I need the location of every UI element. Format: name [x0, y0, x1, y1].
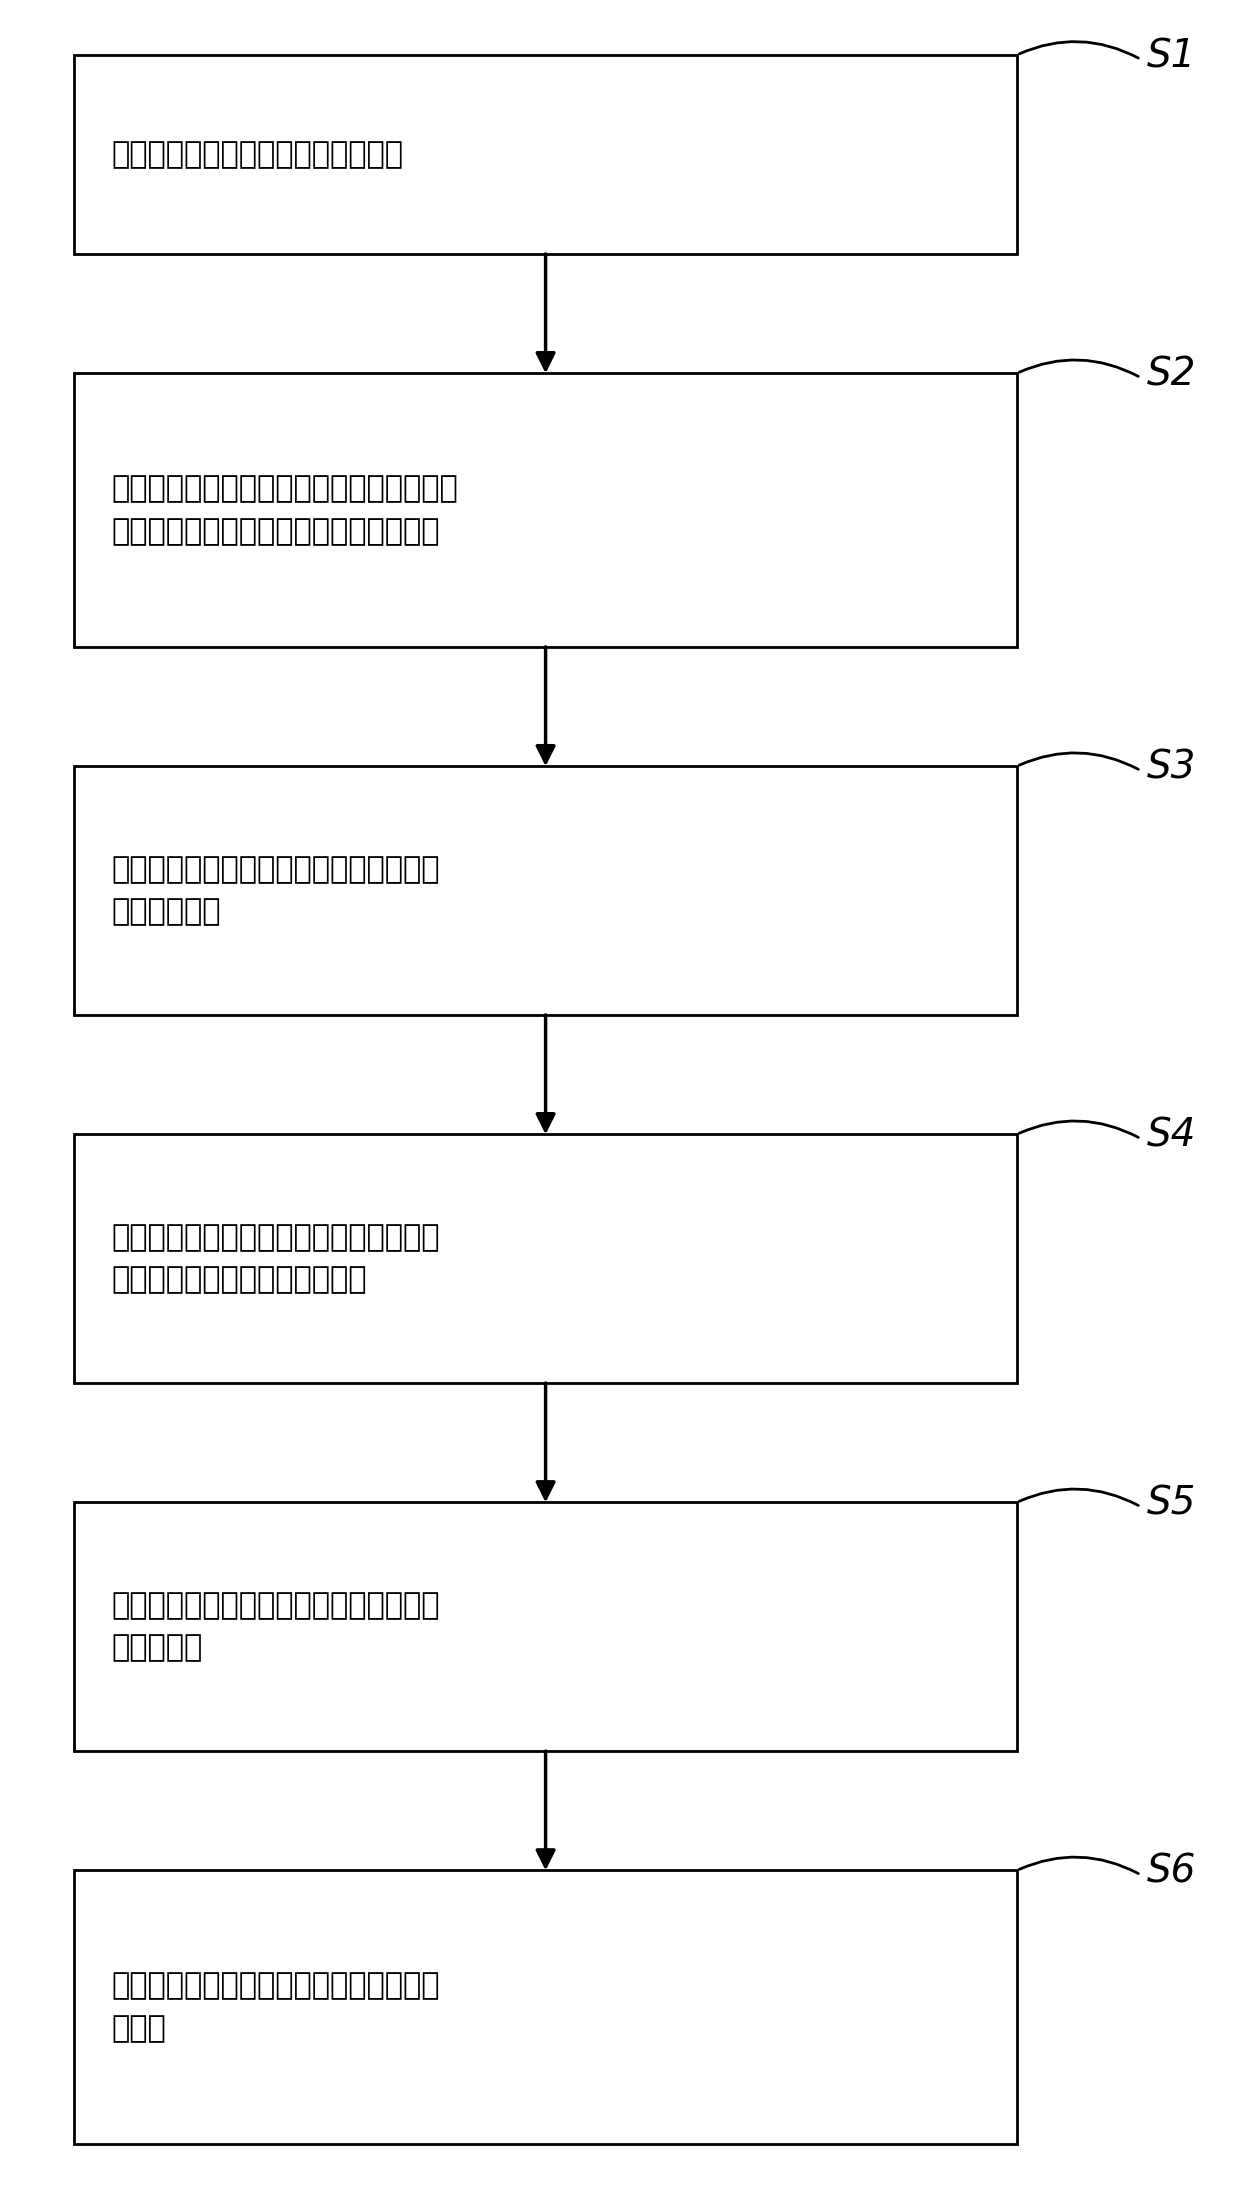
Text: S6: S6	[1147, 1854, 1197, 1891]
Text: S3: S3	[1147, 748, 1197, 787]
Text: S4: S4	[1147, 1117, 1197, 1154]
Text: S5: S5	[1147, 1484, 1197, 1522]
Text: 对待投送空间目标或离轨碎片的投送连杆
进行蓄能加速: 对待投送空间目标或离轨碎片的投送连杆 进行蓄能加速	[112, 855, 440, 926]
Bar	[74, 55, 1017, 253]
Text: 对投送完空间目标或离轨碎片的投送连杆
的质心和转动惯量分别进行调整: 对投送完空间目标或离轨碎片的投送连杆 的质心和转动惯量分别进行调整	[112, 1223, 440, 1295]
Text: 消能卸载统主连接轴垂直旋转的投送连杆
的转动惯量: 消能卸载统主连接轴垂直旋转的投送连杆 的转动惯量	[112, 1590, 440, 1662]
Bar	[74, 1135, 1017, 1383]
Bar	[74, 765, 1017, 1016]
Text: 对待投送空间目标或离轨碎片的投送连杆的
质心和惯量主轴分别进行测量标定和调整: 对待投送空间目标或离轨碎片的投送连杆的 质心和惯量主轴分别进行测量标定和调整	[112, 475, 459, 545]
Text: S2: S2	[1147, 356, 1197, 394]
Text: 调整航天器系统的质心通过主连接轴: 调整航天器系统的质心通过主连接轴	[112, 141, 403, 169]
Bar	[74, 374, 1017, 647]
Text: 航天器系统准备抓取下一个空间目标或离
轨碎片: 航天器系统准备抓取下一个空间目标或离 轨碎片	[112, 1970, 440, 2043]
Bar	[74, 1502, 1017, 1750]
Text: S1: S1	[1147, 37, 1197, 75]
Bar	[74, 1871, 1017, 2144]
